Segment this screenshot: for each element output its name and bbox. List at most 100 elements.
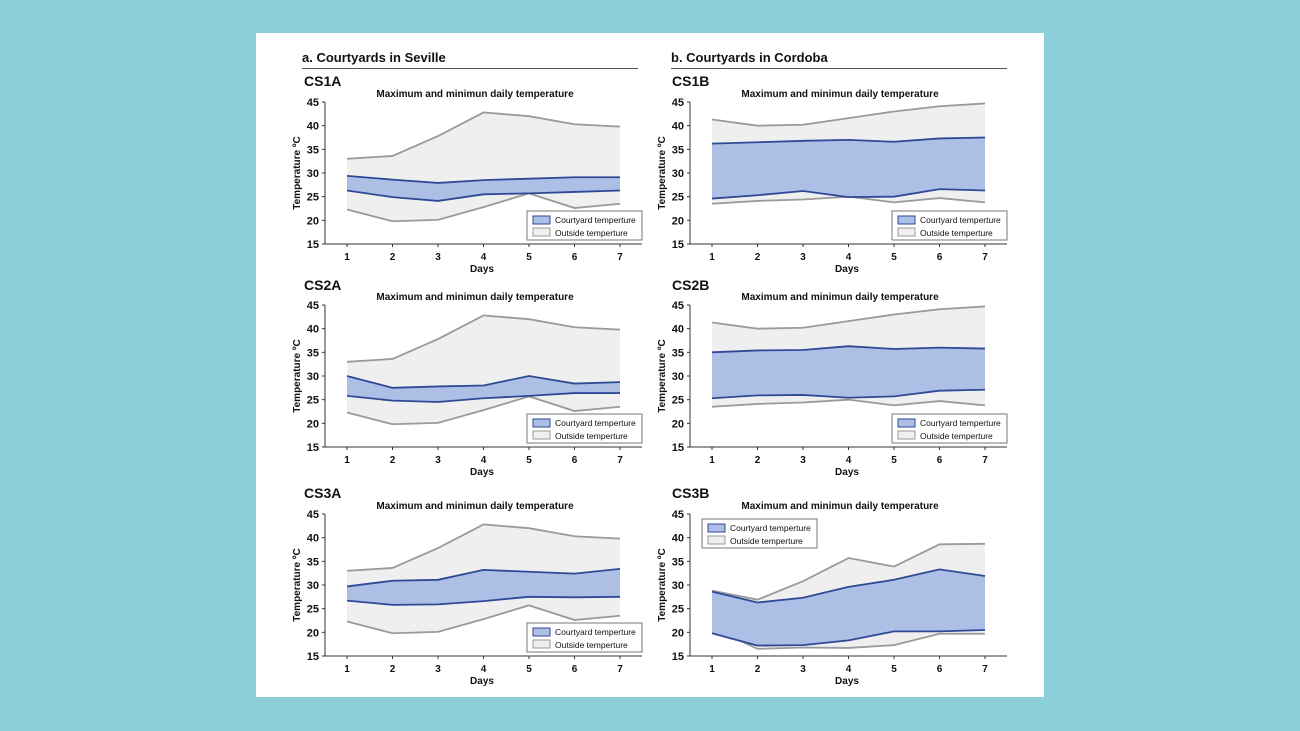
section-title-seville: a. Courtyards in Seville — [302, 50, 638, 69]
y-tick-label: 35 — [307, 144, 319, 156]
y-tick-label: 15 — [672, 651, 684, 663]
y-tick-label: 35 — [307, 556, 319, 568]
chart-title: Maximum and minimun daily temperature — [741, 501, 939, 512]
y-tick-label: 25 — [307, 192, 319, 204]
x-tick-label: 5 — [891, 664, 897, 675]
outside-temperature-area — [347, 112, 620, 222]
y-axis-title: Temperature ºC — [292, 136, 303, 210]
y-axis-title: Temperature ºC — [657, 339, 668, 413]
chart-title: Maximum and minimun daily temperature — [376, 501, 574, 512]
y-tick-label: 15 — [307, 239, 319, 251]
outside-temperature-max-line — [711, 102, 986, 127]
outside-temperature-min-line — [711, 626, 985, 650]
y-tick-label: 45 — [672, 300, 684, 312]
courtyard-temperature-max-line — [711, 568, 986, 604]
courtyard-temperature-area — [347, 376, 620, 403]
legend-label-outside: Outside temperture — [920, 431, 993, 441]
x-tick-label: 3 — [435, 252, 441, 263]
legend-swatch-courtyard — [897, 418, 916, 428]
y-tick-label: 30 — [672, 371, 684, 383]
courtyard-temperature-min-line — [711, 629, 986, 647]
y-tick-label: 25 — [672, 192, 684, 204]
y-tick-label: 25 — [672, 395, 684, 407]
y-tick-label: 40 — [672, 533, 684, 545]
legend-label-outside: Outside temperture — [555, 640, 628, 650]
x-tick-label: 3 — [800, 664, 806, 675]
x-tick-label: 5 — [526, 252, 532, 263]
x-axis-title: Days — [470, 264, 494, 275]
outside-temperature-min-line — [711, 398, 986, 408]
x-tick-label: 2 — [390, 252, 396, 263]
outside-temperature-max-line — [711, 542, 986, 601]
y-tick-label: 45 — [307, 509, 319, 521]
chart-label-cs1a: CS1A — [304, 73, 342, 89]
x-tick-label: 7 — [982, 252, 988, 263]
section-title-cordoba: b. Courtyards in Cordoba — [671, 50, 1007, 69]
chart-cs2a: 15 20 25 30 35 40 45 1 2 3 4 5 6 7 Days Temperature ºC M… — [290, 281, 660, 496]
legend-label-courtyard: Courtyard temperture — [730, 523, 811, 533]
legend-swatch-courtyard — [532, 215, 551, 225]
courtyard-temperature-area — [347, 568, 620, 605]
x-tick-label: 4 — [846, 455, 852, 466]
x-axis-title: Days — [470, 676, 494, 687]
y-tick-label: 20 — [672, 627, 684, 639]
courtyard-temperature-max-line — [711, 136, 986, 145]
outside-temperature-max-line — [346, 523, 621, 572]
courtyard-temperature-max-line — [346, 174, 620, 184]
legend-label-outside: Outside temperture — [555, 431, 628, 441]
x-tick-label: 4 — [481, 252, 487, 263]
x-axis-title: Days — [835, 467, 859, 478]
outside-temperature-max-line — [346, 314, 621, 363]
x-tick-label: 1 — [344, 252, 350, 263]
y-tick-label: 35 — [672, 144, 684, 156]
chart-title: Maximum and minimun daily temperature — [376, 292, 574, 303]
y-tick-label: 25 — [307, 604, 319, 616]
courtyard-temperature-max-line — [346, 375, 621, 389]
x-tick-label: 2 — [755, 252, 761, 263]
x-tick-label: 4 — [481, 664, 487, 675]
x-tick-label: 7 — [617, 455, 623, 466]
y-tick-label: 25 — [307, 395, 319, 407]
x-tick-label: 5 — [526, 664, 532, 675]
outside-temperature-max-line — [711, 305, 986, 330]
x-tick-label: 6 — [937, 664, 943, 675]
legend-swatch-courtyard — [897, 215, 916, 225]
x-tick-label: 7 — [617, 664, 623, 675]
x-tick-label: 6 — [572, 252, 578, 263]
legend-swatch-courtyard — [532, 627, 551, 637]
x-tick-label: 7 — [982, 455, 988, 466]
courtyard-temperature-area — [712, 346, 985, 399]
x-tick-label: 2 — [390, 455, 396, 466]
x-tick-label: 3 — [435, 455, 441, 466]
x-tick-label: 5 — [526, 455, 532, 466]
x-tick-label: 2 — [755, 455, 761, 466]
y-tick-label: 30 — [307, 371, 319, 383]
chart-cs3a: 15 20 25 30 35 40 45 1 2 3 4 5 6 7 Days Temperature ºC M… — [290, 490, 660, 705]
courtyard-temperature-min-line — [711, 188, 986, 200]
y-tick-label: 45 — [307, 97, 319, 109]
courtyard-temperature-min-line — [346, 189, 621, 202]
courtyard-temperature-min-line — [711, 388, 986, 400]
legend-swatch-courtyard — [707, 523, 726, 533]
y-tick-label: 30 — [672, 168, 684, 180]
y-tick-label: 35 — [672, 556, 684, 568]
x-tick-label: 3 — [435, 664, 441, 675]
y-tick-label: 25 — [672, 604, 684, 616]
y-tick-label: 40 — [672, 121, 684, 133]
courtyard-temperature-max-line — [711, 345, 986, 354]
chart-cs1a: 15 20 25 30 35 40 45 1 2 3 4 5 6 7 Days Temperature ºC M… — [290, 78, 660, 293]
outside-temperature-min-line — [346, 395, 621, 426]
chart-label-cs2a: CS2A — [304, 277, 342, 293]
y-tick-label: 40 — [307, 533, 319, 545]
y-axis-title: Temperature ºC — [657, 136, 668, 210]
x-tick-label: 5 — [891, 455, 897, 466]
legend-label-outside: Outside temperture — [555, 228, 628, 238]
x-tick-label: 7 — [982, 664, 988, 675]
x-tick-label: 6 — [572, 664, 578, 675]
legend-swatch-outside — [532, 639, 551, 649]
x-tick-label: 6 — [937, 252, 943, 263]
x-tick-label: 2 — [755, 664, 761, 675]
y-tick-label: 35 — [672, 347, 684, 359]
